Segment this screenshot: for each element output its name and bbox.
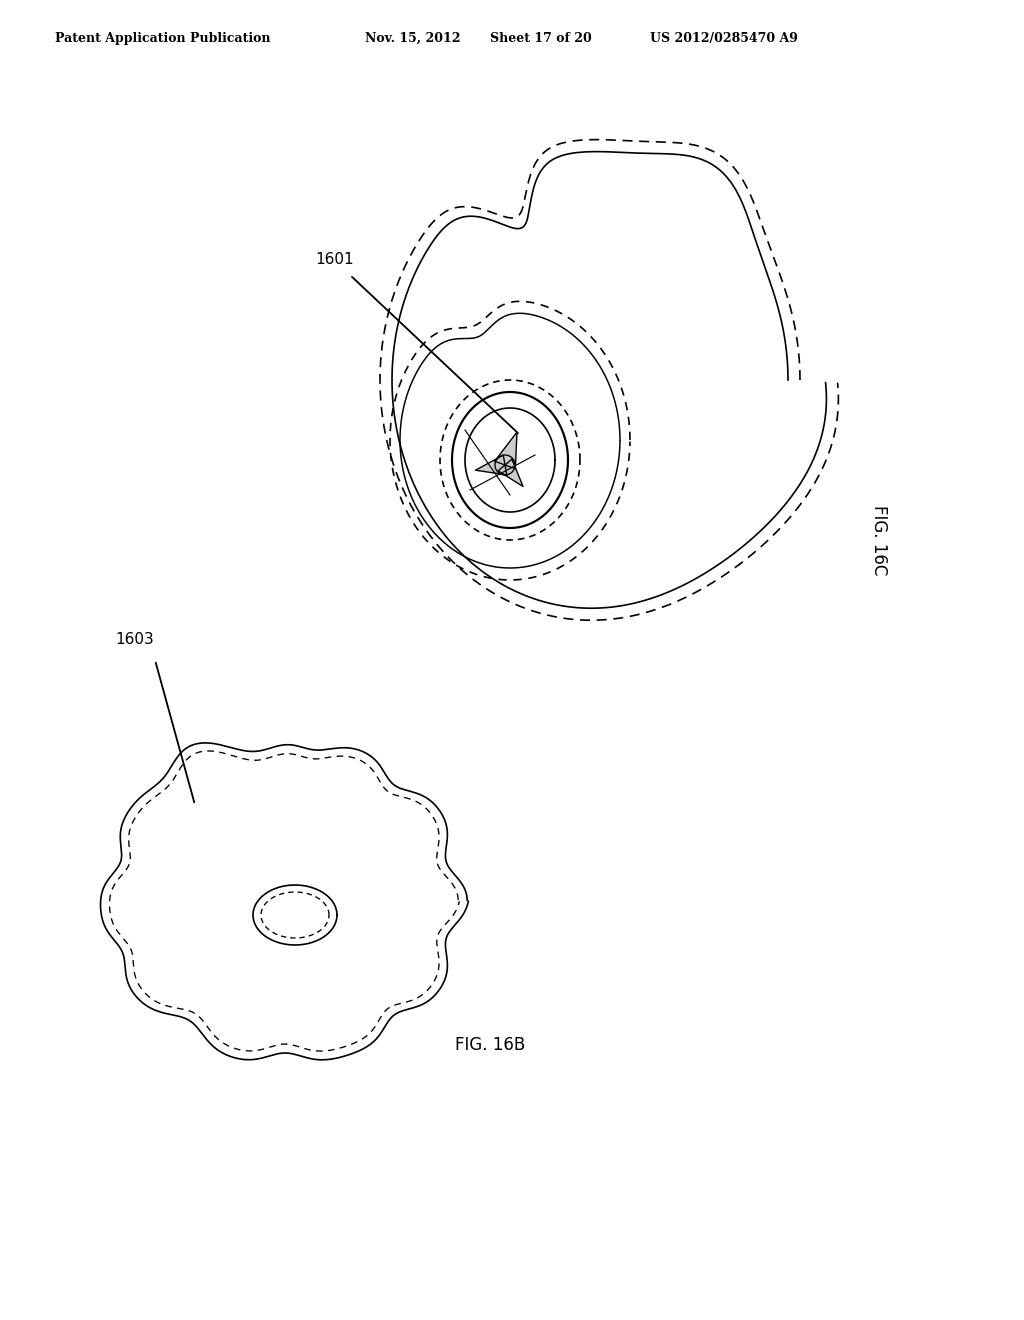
Polygon shape [495,432,517,469]
Polygon shape [475,455,507,475]
Text: Patent Application Publication: Patent Application Publication [55,32,270,45]
Text: US 2012/0285470 A9: US 2012/0285470 A9 [650,32,798,45]
Text: Sheet 17 of 20: Sheet 17 of 20 [490,32,592,45]
Text: FIG. 16C: FIG. 16C [870,504,888,576]
Text: 1603: 1603 [116,632,155,648]
Text: Nov. 15, 2012: Nov. 15, 2012 [365,32,461,45]
Polygon shape [498,459,523,487]
Text: 1601: 1601 [315,252,354,268]
Text: FIG. 16B: FIG. 16B [455,1036,525,1053]
